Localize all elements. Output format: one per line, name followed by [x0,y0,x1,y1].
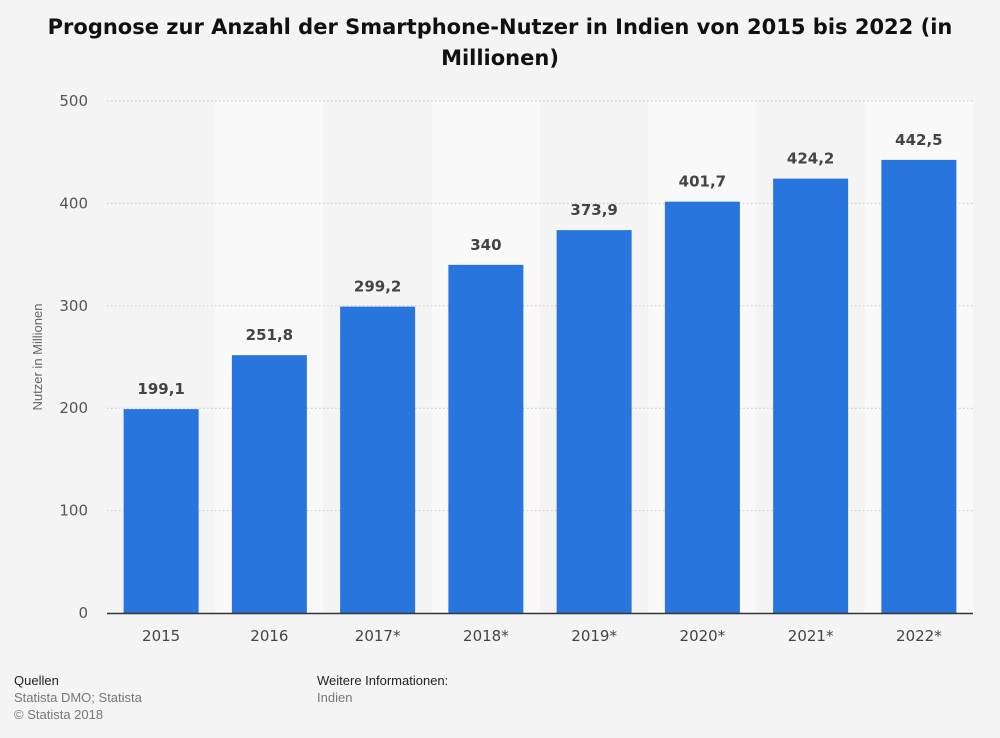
data-label: 251,8 [246,326,293,344]
y-tick-label: 100 [59,502,88,520]
data-label: 373,9 [570,201,617,219]
bar [881,159,957,613]
info-heading: Weitere Informationen: [317,673,449,688]
data-label: 424,2 [787,150,834,168]
y-tick-label: 500 [59,92,88,110]
data-label: 299,2 [354,278,401,296]
bar [231,355,307,613]
x-tick-label: 2022* [896,627,942,645]
bar [448,264,524,613]
sources-block: Quellen Statista DMO; Statista © Statist… [14,672,142,723]
data-label: 442,5 [895,131,942,149]
sources-heading: Quellen [14,673,59,688]
y-tick-label: 0 [78,604,88,622]
bar [664,201,740,614]
x-tick-label: 2015 [142,627,180,645]
copyright-text: © Statista 2018 [14,707,104,722]
x-tick-label: 2019* [571,627,617,645]
bar [773,178,849,613]
bar [340,306,416,613]
bars [123,159,957,614]
y-tick-label: 300 [59,297,88,315]
x-tick-label: 2016 [250,627,288,645]
x-tick-label: 2020* [680,627,726,645]
info-text: Indien [317,690,353,705]
x-tick-label: 2017* [355,627,401,645]
bar [123,409,199,613]
sources-text: Statista DMO; Statista [14,690,142,705]
y-axis-ticks: 0 100 200 300 400 500 [59,92,88,622]
data-label: 340 [470,236,501,254]
x-tick-label: 2018* [463,627,509,645]
bar [556,230,632,613]
data-label: 401,7 [679,173,726,191]
bar-chart: 0 100 200 300 400 500 199,1 251,8 299,2 340 373,9… [30,92,973,645]
x-tick-label: 2021* [788,627,834,645]
y-tick-label: 400 [59,194,88,212]
info-block: Weitere Informationen: Indien [317,672,448,706]
y-axis-title: Nutzer in Millionen [30,304,45,411]
x-axis-ticks: 2015 2016 2017* 2018* 2019* 2020* 2021* 2022* [142,627,942,645]
data-labels: 199,1 251,8 299,2 340 373,9 401,7 424,2 442,5 [137,131,942,398]
chart-title: Prognose zur Anzahl der Smartphone-Nutze… [47,15,953,70]
y-tick-label: 200 [59,399,88,417]
data-label: 199,1 [137,380,184,398]
